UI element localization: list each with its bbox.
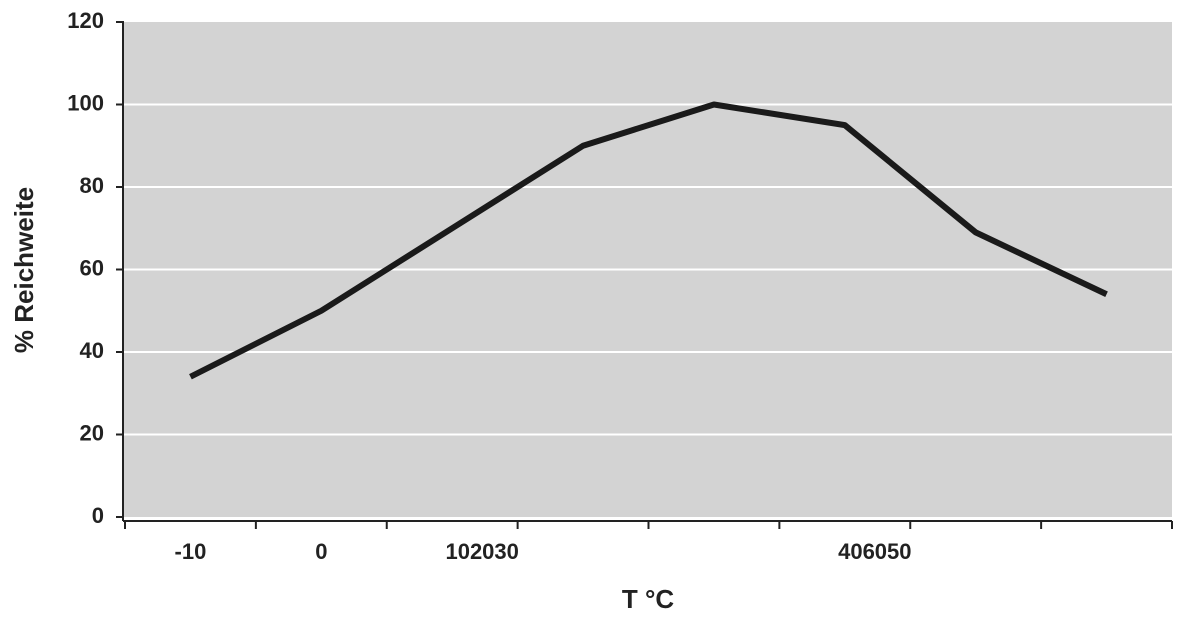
line-series bbox=[189, 101, 1108, 380]
y-tick-label: 60 bbox=[80, 255, 104, 280]
y-tick-label: 120 bbox=[67, 8, 104, 33]
x-tick-label: 0 bbox=[315, 539, 327, 564]
x-axis-label: T °C bbox=[622, 584, 675, 614]
y-tick-label: 0 bbox=[92, 503, 104, 528]
y-tick-label: 100 bbox=[67, 90, 104, 115]
x-tick-label: 406050 bbox=[838, 539, 911, 564]
y-axis-label: % Reichweite bbox=[9, 187, 39, 353]
y-tick-label: 80 bbox=[80, 173, 104, 198]
x-tick-label: 102030 bbox=[445, 539, 518, 564]
y-tick-label: 20 bbox=[80, 420, 104, 445]
y-tick-label: 40 bbox=[80, 338, 104, 363]
x-tick-label: -10 bbox=[175, 539, 207, 564]
